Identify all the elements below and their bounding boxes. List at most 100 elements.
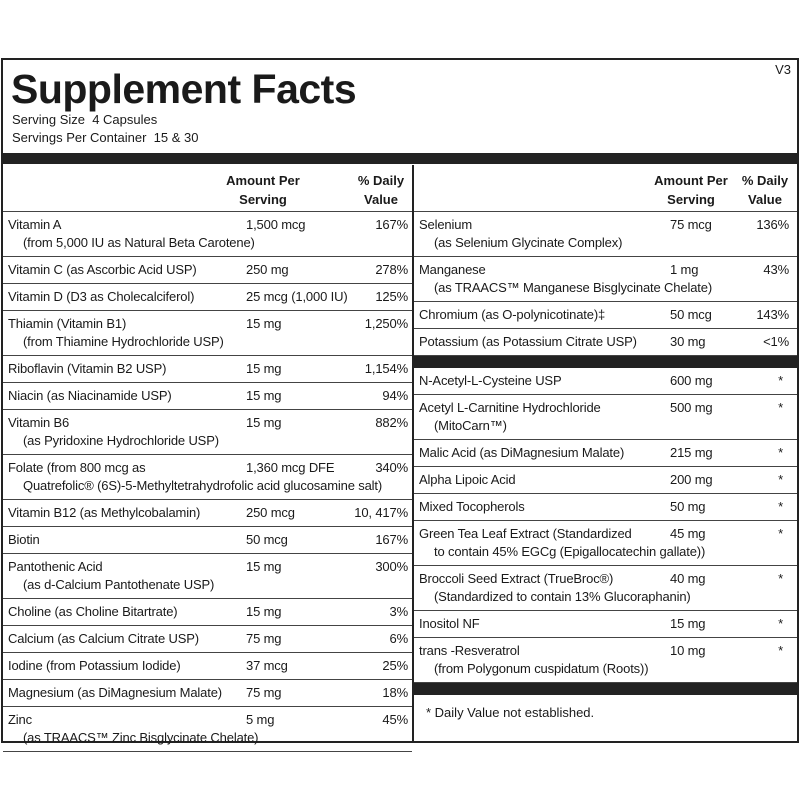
nutrient-name: Folate (from 800 mcg as bbox=[8, 460, 146, 475]
nutrient-row: Vitamin B6 (as Pyridoxine Hydrochloride U… bbox=[3, 410, 412, 455]
nutrient-detail: (from 5,000 IU as Natural Beta Carotene) bbox=[23, 235, 255, 250]
nutrient-row: Magnesium (as DiMagnesium Malate) 75 mg 18… bbox=[3, 680, 412, 707]
nutrient-row: Acetyl L-Carnitine Hydrochloride (MitoCar… bbox=[414, 395, 797, 440]
nutrient-row: Choline (as Choline Bitartrate) 15 mg 3% bbox=[3, 599, 412, 626]
nutrient-row: Pantothenic Acid (as d-Calcium Pantothena… bbox=[3, 554, 412, 599]
daily-value: * bbox=[778, 643, 783, 658]
amount: 250 mg bbox=[246, 262, 289, 277]
amount: 1,500 mcg bbox=[246, 217, 306, 232]
daily-value: 882% bbox=[375, 415, 408, 430]
daily-value: 1,250% bbox=[364, 316, 408, 331]
nutrient-row: Green Tea Leaf Extract (Standardized to c… bbox=[414, 521, 797, 566]
daily-value: * bbox=[778, 616, 783, 631]
amount: 50 mcg bbox=[246, 532, 288, 547]
nutrient-row: Zinc (as TRAACS™ Zinc Bisglycinate Chelat… bbox=[3, 707, 412, 752]
amount: 50 mcg bbox=[670, 307, 712, 322]
nutrient-name: Mixed Tocopherols bbox=[419, 499, 525, 514]
amount: 15 mg bbox=[246, 316, 282, 331]
nutrient-detail: (as d-Calcium Pantothenate USP) bbox=[23, 577, 215, 592]
servings-per-container: Servings Per Container 15 & 30 bbox=[12, 130, 199, 145]
nutrient-name: Broccoli Seed Extract (TrueBroc®) bbox=[419, 571, 614, 586]
nutrient-row: Selenium (as Selenium Glycinate Complex) 7… bbox=[414, 212, 797, 257]
column-header: Amount Per Serving % Daily Value bbox=[414, 165, 797, 212]
daily-value: <1% bbox=[763, 334, 789, 349]
nutrient-row: Mixed Tocopherols 50 mg * bbox=[414, 494, 797, 521]
amount: 75 mg bbox=[246, 685, 282, 700]
amount: 600 mg bbox=[670, 373, 713, 388]
nutrient-row: Thiamin (Vitamin B1) (from Thiamine Hydro… bbox=[3, 311, 412, 356]
nutrient-name: Iodine (from Potassium Iodide) bbox=[8, 658, 181, 673]
nutrient-row: Alpha Lipoic Acid 200 mg * bbox=[414, 467, 797, 494]
daily-value: 10, 417% bbox=[354, 505, 408, 520]
daily-value: 136% bbox=[756, 217, 789, 232]
daily-value-header: % Daily Value bbox=[741, 173, 789, 207]
left-column: Amount Per Serving % Daily Value Vitamin… bbox=[3, 165, 414, 752]
daily-value-header: % Daily Value bbox=[357, 173, 405, 207]
amount-header: Amount Per Serving bbox=[654, 173, 728, 207]
nutrient-name: Green Tea Leaf Extract (Standardized bbox=[419, 526, 632, 541]
daily-value: 340% bbox=[375, 460, 408, 475]
daily-value: * bbox=[778, 445, 783, 460]
daily-value: * bbox=[778, 400, 783, 415]
nutrient-name: N-Acetyl-L-Cysteine USP bbox=[419, 373, 562, 388]
nutrient-name: Chromium (as O-polynicotinate)‡ bbox=[419, 307, 606, 322]
nutrient-detail: to contain 45% EGCg (Epigallocatechin ga… bbox=[434, 544, 706, 559]
daily-value: * bbox=[778, 526, 783, 541]
nutrient-row: Manganese (as TRAACS™ Manganese Bisglycin… bbox=[414, 257, 797, 302]
daily-value: * bbox=[778, 472, 783, 487]
daily-value: 6% bbox=[389, 631, 409, 646]
amount: 37 mcg bbox=[246, 658, 288, 673]
nutrient-row: Vitamin B12 (as Methylcobalamin) 250 mcg 1… bbox=[3, 500, 412, 527]
supplement-facts-panel: Supplement Facts V3 Serving Size 4 Capsu… bbox=[1, 58, 799, 752]
nutrient-row: Inositol NF 15 mg * bbox=[414, 611, 797, 638]
nutrient-row: Vitamin C (as Ascorbic Acid USP) 250 mg 27… bbox=[3, 257, 412, 284]
amount: 15 mg bbox=[246, 415, 282, 430]
nutrient-row: Vitamin D (D3 as Cholecalciferol) 25 mcg … bbox=[3, 284, 412, 311]
nutrient-row: Calcium (as Calcium Citrate USP) 75 mg 6% bbox=[3, 626, 412, 653]
nutrient-row: Broccoli Seed Extract (TrueBroc®) (Standa… bbox=[414, 566, 797, 611]
nutrient-name: Vitamin D (D3 as Cholecalciferol) bbox=[8, 289, 195, 304]
nutrient-detail: Quatrefolic® (6S)-5-Methyltetrahydrofoli… bbox=[23, 478, 383, 493]
amount: 500 mg bbox=[670, 400, 713, 415]
nutrient-row: Vitamin A (from 5,000 IU as Natural Beta … bbox=[3, 212, 412, 257]
nutrient-row: Biotin 50 mcg 167% bbox=[3, 527, 412, 554]
amount: 30 mg bbox=[670, 334, 706, 349]
nutrient-name: Alpha Lipoic Acid bbox=[419, 472, 516, 487]
column-header: Amount Per Serving % Daily Value bbox=[3, 165, 412, 212]
right-column: Amount Per Serving % Daily Value Seleniu… bbox=[414, 165, 797, 741]
amount: 15 mg bbox=[246, 559, 282, 574]
nutrient-name: Vitamin B12 (as Methylcobalamin) bbox=[8, 505, 201, 520]
nutrient-name: Vitamin C (as Ascorbic Acid USP) bbox=[8, 262, 197, 277]
amount: 40 mg bbox=[670, 571, 706, 586]
daily-value: 25% bbox=[382, 658, 408, 673]
nutrient-name: Vitamin A bbox=[8, 217, 62, 232]
amount: 15 mg bbox=[246, 388, 282, 403]
amount: 15 mg bbox=[246, 604, 282, 619]
nutrient-name: trans -Resveratrol bbox=[419, 643, 520, 658]
nutrient-name: Zinc bbox=[8, 712, 32, 727]
nutrient-detail: (from Thiamine Hydrochloride USP) bbox=[23, 334, 224, 349]
nutrient-row: Folate (from 800 mcg as Quatrefolic® (6S)… bbox=[3, 455, 412, 500]
nutrient-name: Biotin bbox=[8, 532, 40, 547]
nutrient-row: Niacin (as Niacinamide USP) 15 mg 94% bbox=[3, 383, 412, 410]
nutrient-detail: (Standardized to contain 13% Glucoraphan… bbox=[434, 589, 691, 604]
daily-value: 167% bbox=[375, 217, 408, 232]
amount: 5 mg bbox=[246, 712, 275, 727]
nutrient-name: Malic Acid (as DiMagnesium Malate) bbox=[419, 445, 625, 460]
nutrient-name: Choline (as Choline Bitartrate) bbox=[8, 604, 178, 619]
daily-value: * bbox=[778, 499, 783, 514]
divider-bar bbox=[3, 153, 797, 164]
serving-size: Serving Size 4 Capsules bbox=[12, 112, 158, 127]
nutrient-row: trans -Resveratrol (from Polygonum cuspid… bbox=[414, 638, 797, 683]
nutrient-name: Potassium (as Potassium Citrate USP) bbox=[419, 334, 637, 349]
daily-value: 278% bbox=[375, 262, 408, 277]
nutrient-detail: (as Pyridoxine Hydrochloride USP) bbox=[23, 433, 219, 448]
nutrient-row: Iodine (from Potassium Iodide) 37 mcg 25% bbox=[3, 653, 412, 680]
amount: 250 mcg bbox=[246, 505, 295, 520]
amount: 10 mg bbox=[670, 643, 706, 658]
nutrient-name: Niacin (as Niacinamide USP) bbox=[8, 388, 172, 403]
amount: 215 mg bbox=[670, 445, 713, 460]
divider-bar bbox=[414, 683, 797, 695]
amount: 200 mg bbox=[670, 472, 713, 487]
daily-value: 18% bbox=[382, 685, 408, 700]
